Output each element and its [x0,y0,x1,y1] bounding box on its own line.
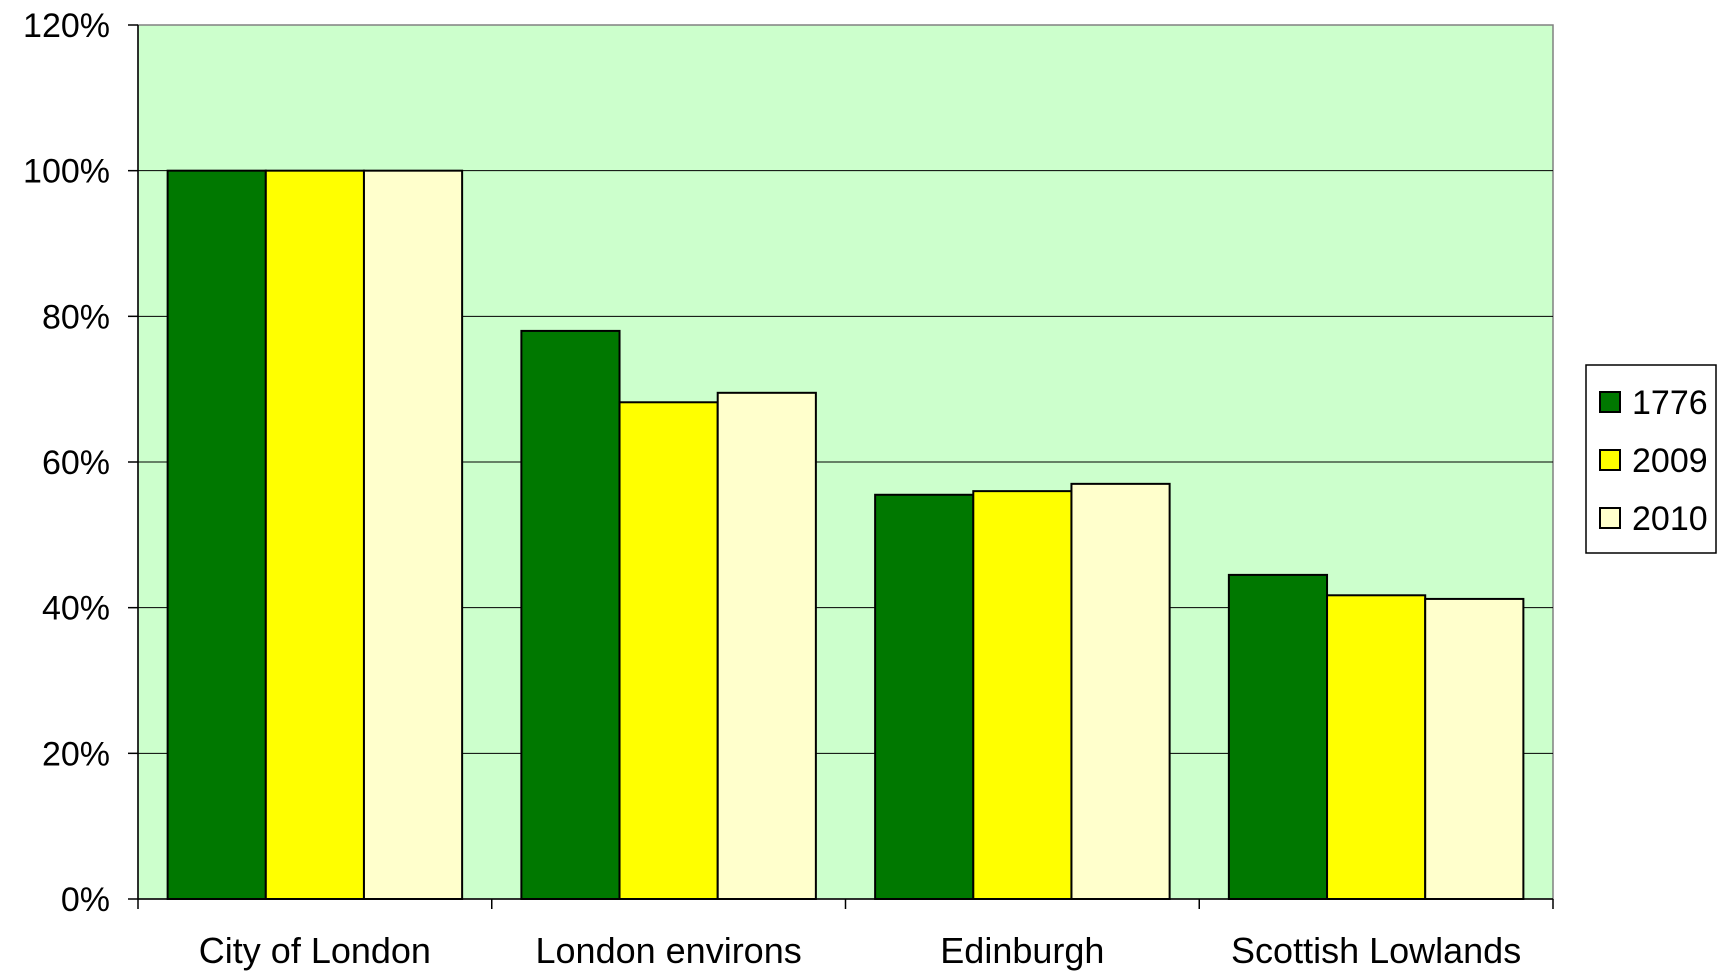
y-tick-label: 80% [42,298,110,336]
bar-1776-scottish-lowlands [1227,573,1329,900]
x-category-label: Scottish Lowlands [1231,930,1521,971]
bar-2009-scottish-lowlands [1326,594,1427,900]
legend-label-2010: 2010 [1632,500,1708,538]
legend: 1776 2009 2010 [1585,364,1717,554]
bar-2009-london-environs [618,401,719,900]
x-category-label: Edinburgh [940,930,1104,971]
bar-1776-edinburgh [874,493,975,900]
axes-group: 0% 20% 40% 60% 80% 100% 120% City of London Lond… [23,7,1554,971]
bars-group [166,169,1525,901]
y-tick-label: 60% [42,444,110,482]
legend-swatch-2010 [1599,507,1621,529]
bar-1776-london-environs [520,329,621,900]
y-tick-label: 40% [42,590,110,628]
bar-2010-london-environs [716,391,817,900]
legend-label-2009: 2009 [1632,442,1708,480]
y-tick-label: 0% [61,881,110,919]
bar-2009-city-of-london [264,169,365,900]
bar-1776-city-of-london [166,169,267,900]
legend-label-1776: 1776 [1632,384,1708,422]
legend-swatch-2009 [1599,449,1621,471]
bar-2010-scottish-lowlands [1424,597,1525,901]
y-tick-label: 100% [23,153,110,191]
bar-2010-edinburgh [1070,482,1171,900]
y-tick-label: 20% [42,735,110,773]
y-tick-label: 120% [23,7,110,45]
x-category-label: London environs [536,930,802,971]
bar-2009-edinburgh [972,490,1073,900]
legend-swatch-1776 [1599,391,1621,413]
x-category-label: City of London [199,930,431,971]
bar-2010-city-of-london [362,169,464,900]
